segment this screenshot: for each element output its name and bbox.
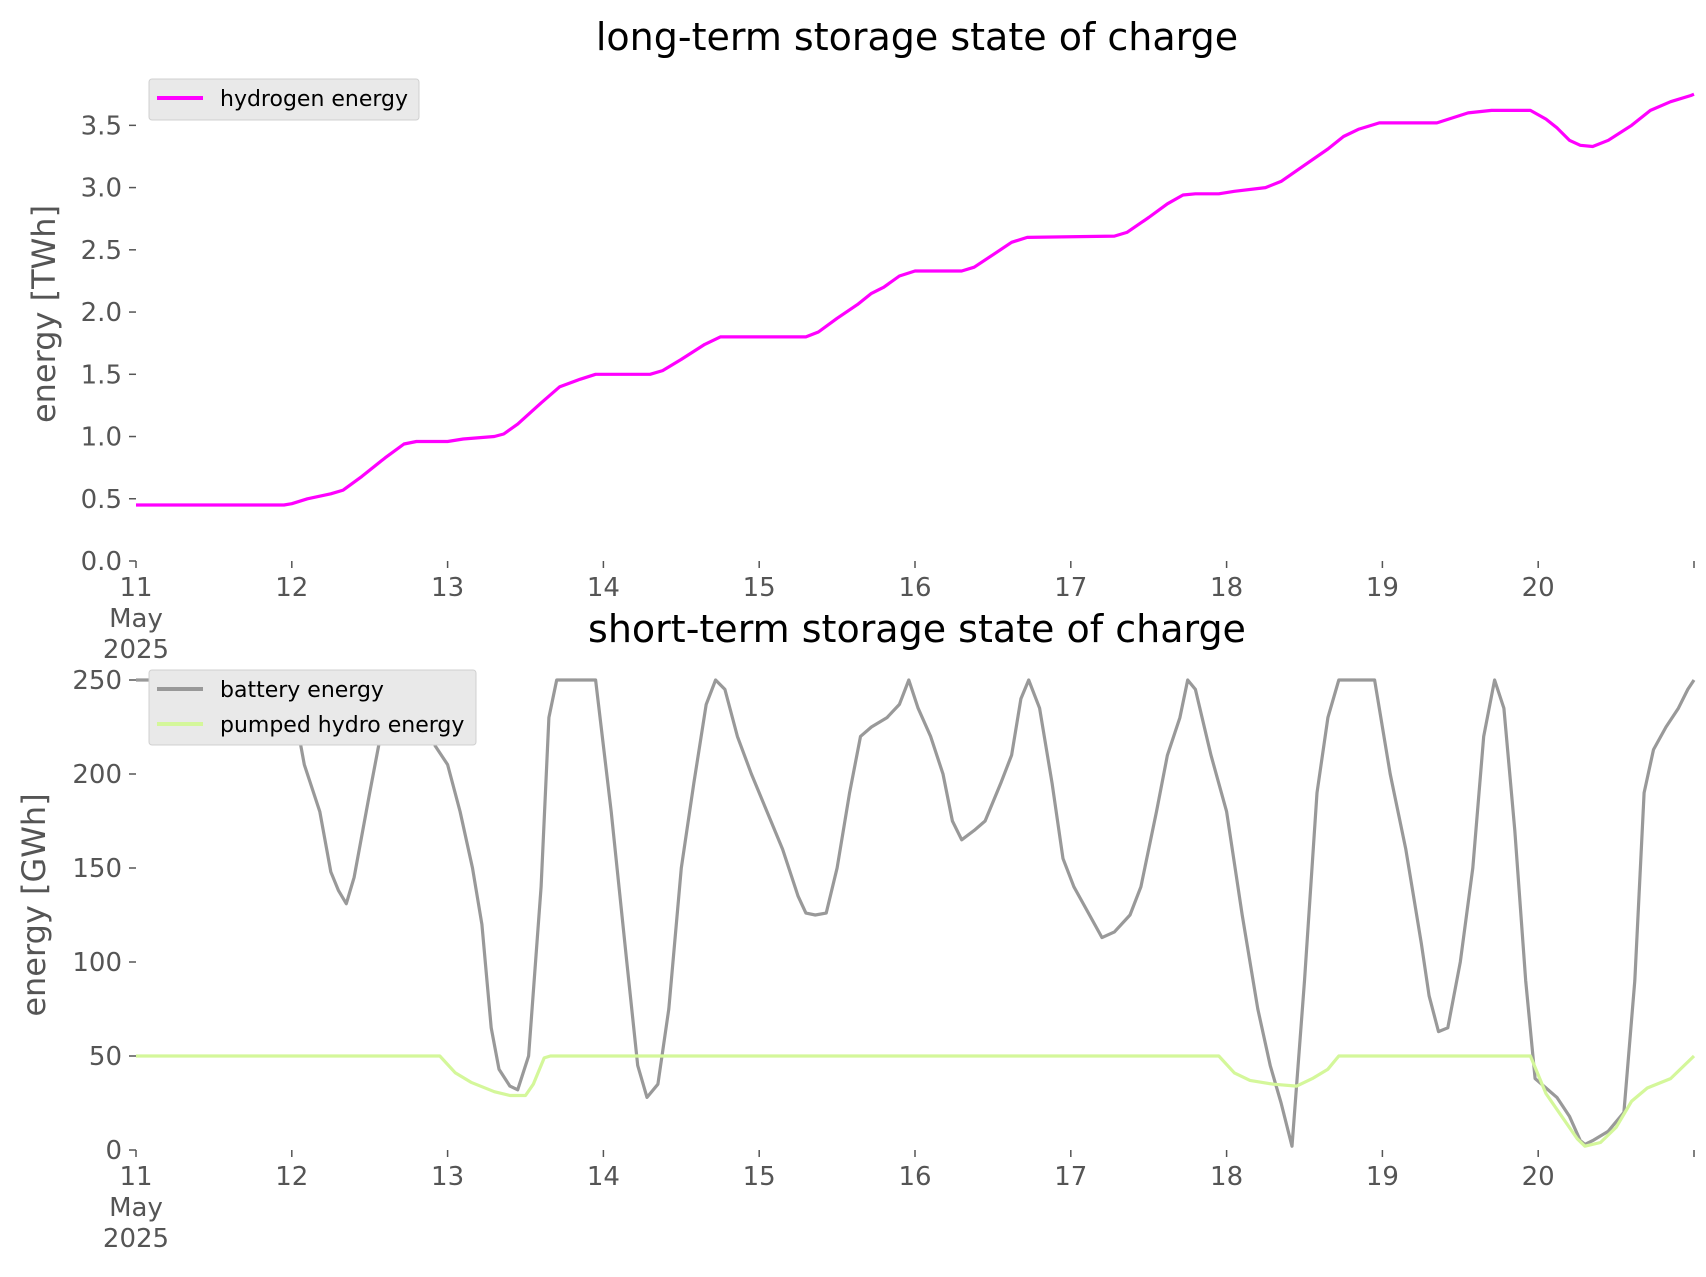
y-tick-label: 0.5 bbox=[81, 485, 122, 515]
series-line-pumped-hydro-energy bbox=[136, 1054, 1696, 1148]
y-tick-label: 0.0 bbox=[81, 547, 122, 577]
short-term-storage-chart: short-term storage state of charge energ… bbox=[15, 607, 1696, 1254]
legend-label-battery: battery energy bbox=[220, 678, 384, 703]
x-tick-label: 18 bbox=[1210, 1162, 1243, 1192]
x-tick-label: 13 bbox=[431, 1162, 464, 1192]
y-tick-label: 100 bbox=[72, 948, 122, 978]
y-tick-label: 150 bbox=[72, 854, 122, 884]
chart-title: long-term storage state of charge bbox=[596, 15, 1238, 59]
x-tick-label: 12 bbox=[275, 573, 308, 603]
x-tick-label: 14 bbox=[587, 573, 620, 603]
legend-box bbox=[148, 78, 420, 121]
x-tick-label: 20 bbox=[1522, 1162, 1555, 1192]
y-tick-label: 1.5 bbox=[81, 360, 122, 390]
legend-label-hydrogen: hydrogen energy bbox=[220, 87, 408, 112]
x-tick-label: 15 bbox=[743, 573, 776, 603]
y-tick-label: 0 bbox=[105, 1136, 122, 1166]
y-tick-label: 50 bbox=[89, 1042, 122, 1072]
legend-box bbox=[148, 669, 477, 746]
x-tick-label: 19 bbox=[1366, 1162, 1399, 1192]
y-tick-label: 2.5 bbox=[81, 236, 122, 266]
y-tick-label: 200 bbox=[72, 760, 122, 790]
long-term-storage-chart: long-term storage state of charge energy… bbox=[25, 15, 1695, 665]
series-group bbox=[136, 678, 1696, 1148]
y-axis-label: energy [GWh] bbox=[15, 793, 53, 1016]
y-tick-label: 250 bbox=[72, 666, 122, 696]
y-axis-label: energy [TWh] bbox=[25, 205, 63, 423]
x-tick-label: 18 bbox=[1210, 573, 1243, 603]
y-tick-label: 3.0 bbox=[81, 174, 122, 204]
y-tick-label: 2.0 bbox=[81, 298, 122, 328]
axes: 11 May 2025 12 13 14 15 16 17 18 19 20 0.0 0.5 1.0 1.5 2… bbox=[81, 111, 1695, 665]
x-tick-label: 19 bbox=[1366, 573, 1399, 603]
chart-title: short-term storage state of charge bbox=[588, 607, 1246, 651]
legend-label-pumped-hydro: pumped hydro energy bbox=[220, 713, 464, 738]
y-tick-label: 1.0 bbox=[81, 423, 122, 453]
series-group bbox=[136, 92, 1695, 507]
series-line-hydrogen-energy bbox=[136, 92, 1695, 507]
x-tick-label: 14 bbox=[587, 1162, 620, 1192]
x-tick-label: 17 bbox=[1054, 1162, 1087, 1192]
x-tick-label: 12 bbox=[275, 1162, 308, 1192]
x-tick-label: 11 May 2025 bbox=[103, 573, 169, 665]
x-tick-label: 13 bbox=[431, 573, 464, 603]
x-tick-label: 16 bbox=[898, 573, 931, 603]
y-tick-label: 3.5 bbox=[81, 111, 122, 141]
series-line-battery-energy bbox=[136, 678, 1696, 1148]
legend: hydrogen energy bbox=[148, 78, 420, 121]
x-tick-label: 20 bbox=[1522, 573, 1555, 603]
x-tick-label: 17 bbox=[1054, 573, 1087, 603]
x-tick-label: 16 bbox=[898, 1162, 931, 1192]
x-tick-label: 15 bbox=[743, 1162, 776, 1192]
x-tick-label: 11 May 2025 bbox=[103, 1162, 169, 1254]
legend: battery energy pumped hydro energy bbox=[148, 669, 477, 746]
